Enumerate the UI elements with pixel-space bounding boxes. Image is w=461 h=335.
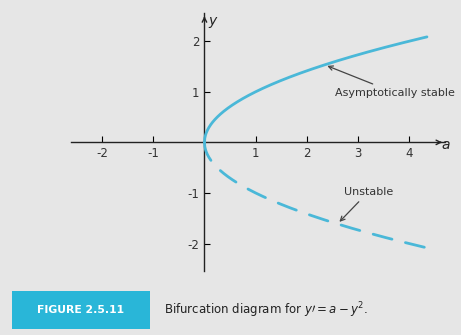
Text: Unstable: Unstable	[340, 187, 393, 221]
Text: FIGURE 2.5.11: FIGURE 2.5.11	[37, 305, 124, 315]
Text: Asymptotically stable: Asymptotically stable	[329, 66, 455, 98]
Text: Bifurcation diagram for $y\prime = a - y^2$.: Bifurcation diagram for $y\prime = a - y…	[164, 300, 367, 320]
FancyBboxPatch shape	[12, 291, 150, 329]
Text: $a$: $a$	[441, 138, 450, 152]
Text: $y$: $y$	[208, 15, 219, 30]
